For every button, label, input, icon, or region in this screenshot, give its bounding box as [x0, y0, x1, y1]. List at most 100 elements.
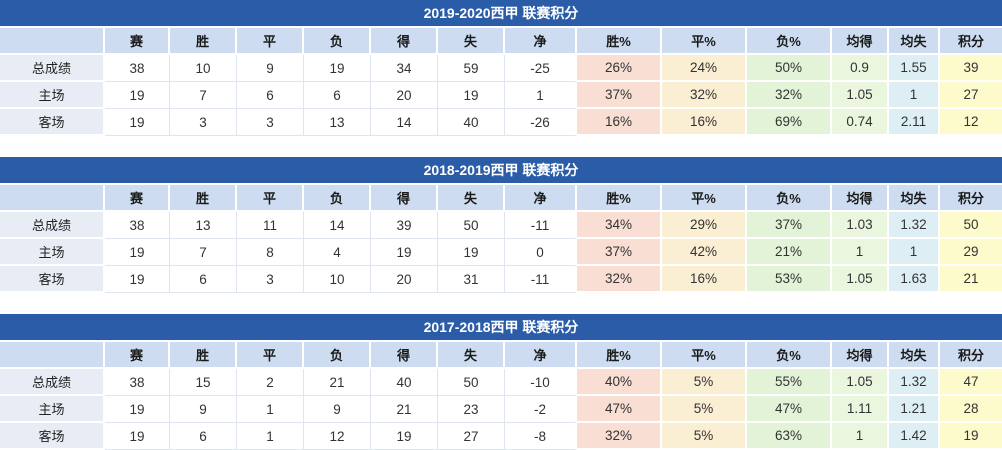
column-header-losses: 负 [304, 342, 371, 369]
stat-cell-draw-pct: 32% [662, 82, 747, 109]
table-row: 客场 19 6 3 10 20 31 -11 32% 16% 53% 1.05 1.63 21 [0, 266, 1002, 293]
stat-cell-draw-pct: 42% [662, 239, 747, 266]
season-table-3: 2017-2018西甲 联赛积分赛胜平负得失净胜% 平% 负% 均得 均失 积分 总成绩 38… [0, 314, 1002, 450]
stat-cell-points: 28 [940, 396, 1002, 423]
column-header-wins: 胜 [170, 28, 237, 55]
stat-cell-avg-goals-against: 1.42 [889, 423, 940, 450]
stat-cell-draw-pct: 16% [662, 266, 747, 293]
stat-cell-points: 19 [940, 423, 1002, 450]
column-header-points: 积分 [940, 185, 1002, 212]
stat-cell-wins: 13 [170, 212, 237, 239]
stat-cell-avg-goals-against: 1.32 [889, 212, 940, 239]
stat-cell-loss-pct: 37% [747, 212, 832, 239]
stat-cell-draws: 3 [237, 266, 304, 293]
row-label: 客场 [0, 266, 105, 293]
stat-cell-avg-goals-for: 1.05 [832, 82, 889, 109]
column-header-draw-pct: 平% [662, 185, 747, 212]
stat-cell-win-pct: 37% [577, 82, 662, 109]
stat-cell-goal-diff: -10 [505, 369, 577, 396]
stat-cell-goals-for: 20 [371, 266, 438, 293]
table-row: 主场 19 9 1 9 21 23 -2 47% 5% 47% 1.11 1.21 28 [0, 396, 1002, 423]
stat-cell-losses: 10 [304, 266, 371, 293]
stat-cell-points: 39 [940, 55, 1002, 82]
column-header-matches: 赛 [105, 28, 170, 55]
stats-table: 赛胜平负得失净胜% 平% 负% 均得 均失 积分 总成绩 38 15 2 21 40 50 -10 40% 5… [0, 342, 1002, 450]
column-header-goals-for: 得 [371, 185, 438, 212]
stat-cell-goals-for: 21 [371, 396, 438, 423]
table-title-bar: 2018-2019西甲 联赛积分 [0, 157, 1002, 183]
stat-cell-wins: 3 [170, 109, 237, 136]
table-row: 客场 19 6 1 12 19 27 -8 32% 5% 63% 1 1.42 19 [0, 423, 1002, 450]
stat-cell-matches: 38 [105, 369, 170, 396]
column-header-blank [0, 28, 105, 55]
stat-cell-draw-pct: 5% [662, 369, 747, 396]
stat-cell-losses: 14 [304, 212, 371, 239]
column-header-avg-goals-against: 均失 [889, 185, 940, 212]
stat-cell-matches: 19 [105, 239, 170, 266]
stat-cell-loss-pct: 63% [747, 423, 832, 450]
column-header-draws: 平 [237, 342, 304, 369]
stat-cell-goal-diff: -11 [505, 266, 577, 293]
stat-cell-wins: 9 [170, 396, 237, 423]
column-header-avg-goals-against: 均失 [889, 342, 940, 369]
header-row: 赛胜平负得失净胜% 平% 负% 均得 均失 积分 [0, 342, 1002, 369]
column-header-blank [0, 342, 105, 369]
column-header-draws: 平 [237, 185, 304, 212]
header-row: 赛胜平负得失净胜% 平% 负% 均得 均失 积分 [0, 185, 1002, 212]
stat-cell-goals-for: 20 [371, 82, 438, 109]
table-row: 主场 19 7 6 6 20 19 1 37% 32% 32% 1.05 1 27 [0, 82, 1002, 109]
stat-cell-avg-goals-for: 1.05 [832, 266, 889, 293]
column-header-draws: 平 [237, 28, 304, 55]
header-row: 赛胜平负得失净胜% 平% 负% 均得 均失 积分 [0, 28, 1002, 55]
row-label: 主场 [0, 82, 105, 109]
stat-cell-goal-diff: -11 [505, 212, 577, 239]
stat-cell-goals-against: 23 [438, 396, 505, 423]
stat-cell-avg-goals-against: 1.32 [889, 369, 940, 396]
column-header-win-pct: 胜% [577, 28, 662, 55]
stats-table: 赛胜平负得失净胜% 平% 负% 均得 均失 积分 总成绩 38 13 11 14 39 50 -11 34%… [0, 185, 1002, 293]
stat-cell-matches: 19 [105, 109, 170, 136]
stat-cell-draw-pct: 16% [662, 109, 747, 136]
stat-cell-goals-for: 39 [371, 212, 438, 239]
stat-cell-matches: 38 [105, 55, 170, 82]
row-label: 客场 [0, 423, 105, 450]
row-label: 总成绩 [0, 369, 105, 396]
stat-cell-win-pct: 16% [577, 109, 662, 136]
stat-cell-draw-pct: 24% [662, 55, 747, 82]
stats-table: 赛胜平负得失净胜% 平% 负% 均得 均失 积分 总成绩 38 10 9 19 34 59 -25 26% 2… [0, 28, 1002, 136]
column-header-win-pct: 胜% [577, 342, 662, 369]
stat-cell-goals-against: 31 [438, 266, 505, 293]
stat-cell-goal-diff: -25 [505, 55, 577, 82]
column-header-goals-for: 得 [371, 342, 438, 369]
stat-cell-loss-pct: 21% [747, 239, 832, 266]
column-header-matches: 赛 [105, 342, 170, 369]
stat-cell-goals-against: 50 [438, 212, 505, 239]
stat-cell-avg-goals-for: 0.9 [832, 55, 889, 82]
stat-cell-avg-goals-for: 1.05 [832, 369, 889, 396]
column-header-avg-goals-for: 均得 [832, 28, 889, 55]
stat-cell-wins: 10 [170, 55, 237, 82]
column-header-wins: 胜 [170, 185, 237, 212]
column-header-goals-for: 得 [371, 28, 438, 55]
stat-cell-goals-for: 19 [371, 423, 438, 450]
column-header-losses: 负 [304, 185, 371, 212]
column-header-losses: 负 [304, 28, 371, 55]
stat-cell-loss-pct: 55% [747, 369, 832, 396]
table-title: 2017-2018西甲 联赛积分 [423, 319, 579, 335]
column-header-goal-diff: 净 [505, 185, 577, 212]
row-label: 客场 [0, 109, 105, 136]
stat-cell-goals-against: 19 [438, 239, 505, 266]
column-header-wins: 胜 [170, 342, 237, 369]
stat-cell-draws: 2 [237, 369, 304, 396]
stat-cell-losses: 4 [304, 239, 371, 266]
column-header-avg-goals-for: 均得 [832, 185, 889, 212]
stat-cell-points: 29 [940, 239, 1002, 266]
stat-cell-wins: 6 [170, 266, 237, 293]
stat-cell-goals-against: 19 [438, 82, 505, 109]
stat-cell-win-pct: 34% [577, 212, 662, 239]
row-label: 总成绩 [0, 55, 105, 82]
stat-cell-losses: 19 [304, 55, 371, 82]
stat-cell-draw-pct: 5% [662, 396, 747, 423]
table-title-bar: 2017-2018西甲 联赛积分 [0, 314, 1002, 340]
